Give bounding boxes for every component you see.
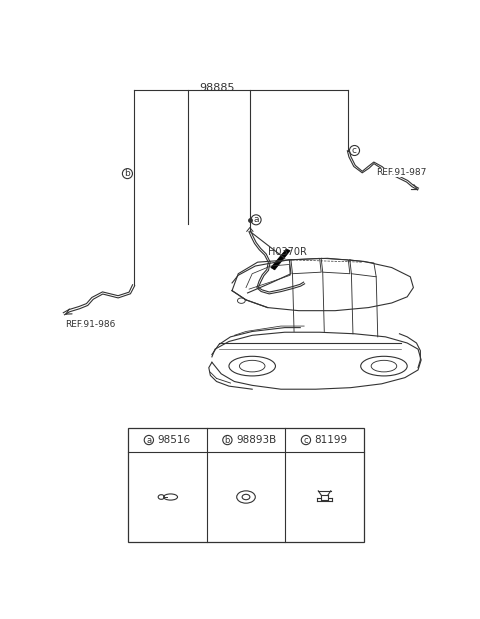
Text: c: c	[304, 436, 308, 444]
Text: a: a	[253, 215, 259, 224]
Polygon shape	[271, 249, 290, 270]
Text: 98885: 98885	[200, 83, 235, 93]
Text: 81199: 81199	[314, 435, 348, 445]
Bar	[128, 428, 364, 542]
Text: REF.91-987: REF.91-987	[376, 168, 427, 177]
Text: REF.91-986: REF.91-986	[65, 320, 115, 329]
Text: c: c	[352, 146, 357, 155]
Text: b: b	[124, 169, 130, 178]
Text: a: a	[146, 436, 151, 444]
Text: 98516: 98516	[157, 435, 191, 445]
Text: H0370R: H0370R	[268, 247, 307, 257]
Text: 98893B: 98893B	[236, 435, 276, 445]
Text: b: b	[225, 436, 230, 444]
